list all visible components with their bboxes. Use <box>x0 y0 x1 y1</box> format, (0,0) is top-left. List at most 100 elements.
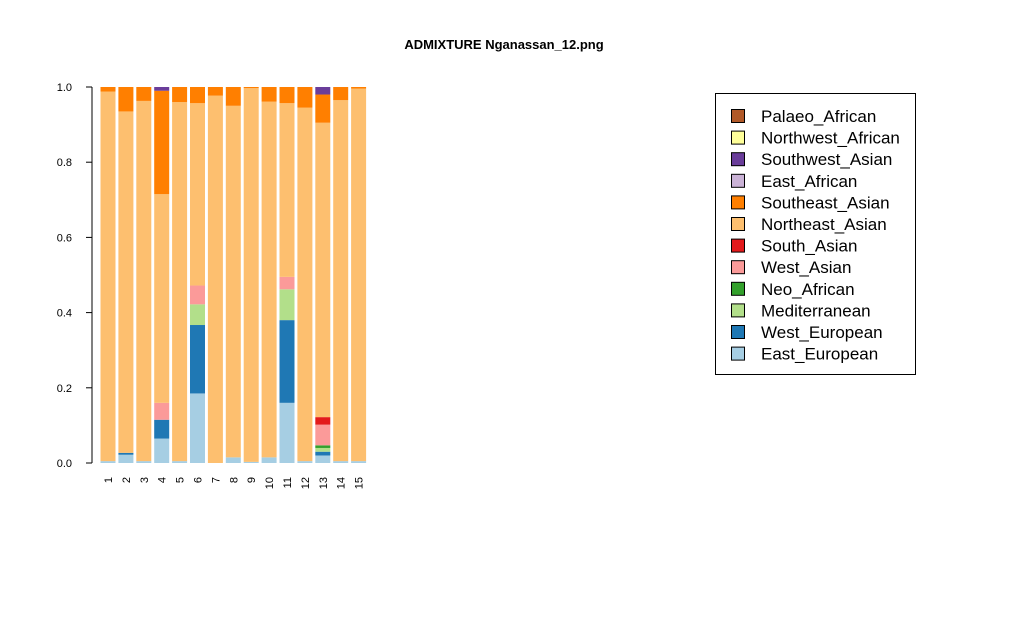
y-axis: 0.0 0.2 0.4 0.6 0.8 1.0 <box>57 82 93 470</box>
bar-segment-east-european <box>172 461 188 463</box>
y-tick-label: 0.6 <box>57 232 72 244</box>
bar-segment-mediterranean <box>279 289 295 321</box>
bar-segment-northeast-asian <box>261 101 277 458</box>
legend-label: Palaeo_African <box>761 107 876 126</box>
bar-segment-west-asian <box>190 285 205 305</box>
x-tick-label: 12 <box>300 477 312 489</box>
bar-segment-west-asian <box>154 402 170 420</box>
bar-segment-northeast-asian <box>333 100 349 462</box>
legend-label: Neo_African <box>761 280 855 299</box>
legend-swatch <box>731 195 745 210</box>
bar-segment-east-european <box>100 461 116 463</box>
legend-swatch <box>731 173 745 188</box>
legend-label: South_Asian <box>761 237 857 256</box>
legend-label: Mediterranean <box>761 301 871 320</box>
legend-swatch <box>731 217 745 231</box>
legend-label: East_European <box>761 345 878 364</box>
bar-segment-southwest-asian <box>154 87 170 91</box>
x-tick-label: 6 <box>193 477 205 483</box>
bar-segment-southeast-asian <box>190 87 205 104</box>
bar-segment-northeast-asian <box>243 88 259 462</box>
bar-segment-southeast-asian <box>225 87 241 106</box>
x-tick-labels: 1 2 3 4 5 6 7 8 9 10 11 12 13 14 15 <box>103 477 366 489</box>
legend-label: Northeast_Asian <box>761 215 887 234</box>
bar-segment-east-european <box>279 402 295 463</box>
legend-label: Northwest_African <box>761 129 900 148</box>
bar-segment-east-european <box>261 457 277 463</box>
bar-segment-northeast-asian <box>279 103 295 277</box>
bar-segment-southeast-asian <box>297 87 313 108</box>
legend-swatch <box>731 281 745 296</box>
bar-segment-southeast-asian <box>243 87 259 89</box>
bar-segment-west-european <box>154 419 170 439</box>
y-tick-label: 1.0 <box>57 82 72 94</box>
bar-segment-east-european <box>297 461 313 463</box>
y-tick-label: 0.4 <box>57 308 72 320</box>
x-tick-label: 9 <box>246 477 258 483</box>
legend: Palaeo_African Northwest_African Southwest… <box>715 93 916 375</box>
bar-segment-southeast-asian <box>154 90 170 195</box>
bar-segment-west-european <box>118 452 134 455</box>
x-tick-label: 10 <box>264 477 276 489</box>
bar-segment-northeast-asian <box>351 88 367 462</box>
x-tick-label: 8 <box>228 477 240 483</box>
legend-label: East_African <box>761 172 857 191</box>
bar-segment-northeast-asian <box>315 122 331 418</box>
legend-label: Southwest_Asian <box>761 150 892 169</box>
bar-segment-northeast-asian <box>172 102 188 462</box>
bar-segment-northeast-asian <box>225 105 241 458</box>
legend-swatch <box>731 260 745 275</box>
legend-label: West_European <box>761 323 883 342</box>
x-tick-label: 7 <box>210 477 222 483</box>
bars <box>100 87 367 463</box>
bar-segment-mediterranean <box>190 304 205 326</box>
bar-segment-southeast-asian <box>207 87 223 96</box>
bar-segment-south-asian <box>315 417 331 425</box>
chart-title: ADMIXTURE Nganassan_12.png <box>404 37 603 52</box>
legend-box <box>715 93 916 375</box>
x-tick-label: 3 <box>139 477 151 483</box>
legend-swatch <box>731 346 745 361</box>
legend-swatch <box>731 152 745 167</box>
x-tick-label: 4 <box>157 477 169 483</box>
bar-segment-mediterranean <box>315 447 331 452</box>
legend-swatch <box>731 109 745 123</box>
legend-swatch <box>731 303 745 318</box>
bar-segment-southeast-asian <box>100 87 116 92</box>
bar-segment-east-european <box>351 461 367 463</box>
legend-label: Southeast_Asian <box>761 193 890 212</box>
bar-segment-northeast-asian <box>190 103 205 286</box>
bar-segment-southwest-asian <box>315 87 331 95</box>
bar-segment-east-european <box>315 455 331 463</box>
bar-segment-northeast-asian <box>207 95 223 463</box>
bar-segment-east-european <box>154 438 170 463</box>
bar-segment-southeast-asian <box>261 87 277 102</box>
x-tick-label: 5 <box>175 477 187 483</box>
bar-segment-southeast-asian <box>351 87 367 89</box>
y-tick-label: 0.2 <box>57 383 72 395</box>
legend-label: West_Asian <box>761 258 851 277</box>
x-tick-label: 14 <box>336 477 348 489</box>
bar-segment-northeast-asian <box>100 91 116 462</box>
bar-segment-west-european <box>190 325 205 394</box>
bar-segment-east-european <box>136 461 152 463</box>
bar-segment-west-asian <box>279 276 295 290</box>
x-tick-label: 2 <box>121 477 133 483</box>
bar-segment-northeast-asian <box>154 194 170 403</box>
bar-segment-northeast-asian <box>136 100 152 462</box>
bar-segment-southeast-asian <box>172 87 188 103</box>
bar-segment-southeast-asian <box>315 94 331 123</box>
bar-segment-east-european <box>333 461 349 463</box>
bar-segment-east-european <box>190 393 205 463</box>
bar-segment-northeast-asian <box>297 107 313 462</box>
x-tick-label: 1 <box>103 477 115 483</box>
bar-segment-southeast-asian <box>118 87 134 112</box>
bar-segment-east-european <box>243 461 259 463</box>
bar-segment-neo-african <box>315 445 331 448</box>
x-tick-label: 11 <box>282 477 294 488</box>
x-tick-label: 15 <box>354 477 366 489</box>
bar-segment-southeast-asian <box>333 87 349 101</box>
y-tick-label: 0.0 <box>57 458 72 470</box>
bar-segment-southeast-asian <box>136 87 152 101</box>
